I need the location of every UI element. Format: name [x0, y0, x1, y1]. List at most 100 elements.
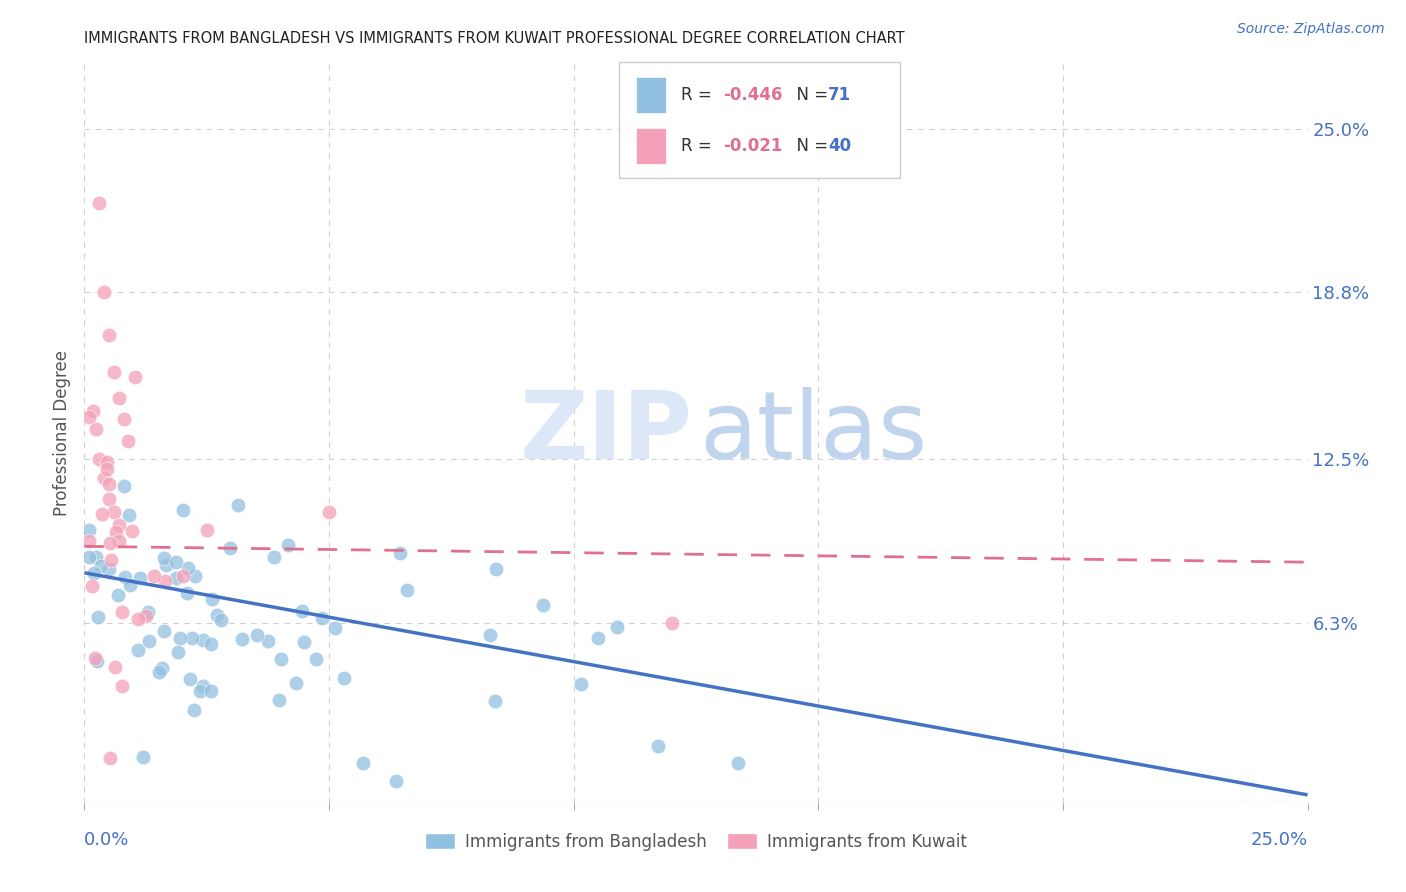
Point	[152, 624, 174, 639]
Text: ZIP: ZIP	[519, 386, 692, 479]
Point	[285, 675, 308, 690]
Point	[124, 369, 146, 384]
Point	[84, 651, 107, 665]
Text: 0.0%: 0.0%	[84, 831, 129, 849]
Point	[323, 621, 346, 635]
Point	[107, 518, 129, 533]
Point	[96, 462, 118, 476]
Point	[90, 507, 112, 521]
Text: Source: ZipAtlas.com: Source: ZipAtlas.com	[1237, 22, 1385, 37]
Point	[179, 672, 201, 686]
Point	[318, 505, 340, 519]
Point	[121, 524, 143, 538]
Point	[117, 434, 139, 448]
Point	[246, 627, 269, 641]
Point	[569, 677, 592, 691]
Text: atlas: atlas	[700, 386, 928, 479]
Point	[294, 635, 316, 649]
Point	[647, 739, 669, 754]
Point	[107, 588, 129, 602]
Point	[305, 652, 328, 666]
Point	[169, 631, 191, 645]
Legend: Immigrants from Bangladesh, Immigrants from Kuwait: Immigrants from Bangladesh, Immigrants f…	[419, 826, 973, 857]
Point	[131, 750, 153, 764]
Point	[127, 612, 149, 626]
Text: R =: R =	[681, 86, 717, 103]
Point	[128, 571, 150, 585]
Point	[586, 631, 609, 645]
Point	[77, 524, 100, 538]
Point	[200, 637, 222, 651]
Point	[201, 592, 224, 607]
Point	[143, 569, 166, 583]
Point	[107, 391, 129, 405]
Point	[98, 751, 121, 765]
Point	[80, 579, 103, 593]
Point	[661, 615, 683, 630]
Point	[111, 679, 134, 693]
Text: -0.446: -0.446	[723, 86, 782, 103]
Point	[396, 582, 419, 597]
Point	[108, 533, 131, 548]
Point	[118, 508, 141, 522]
Point	[93, 285, 115, 300]
Text: N =: N =	[786, 86, 834, 103]
Point	[97, 327, 120, 342]
Text: R =: R =	[681, 137, 717, 155]
Point	[84, 549, 107, 564]
Point	[231, 632, 253, 646]
Point	[148, 665, 170, 679]
Point	[385, 774, 408, 789]
Point	[83, 566, 105, 580]
Point	[84, 422, 107, 436]
Point	[205, 608, 228, 623]
Point	[77, 533, 100, 548]
Point	[200, 684, 222, 698]
Point	[167, 645, 190, 659]
Point	[484, 694, 506, 708]
Point	[209, 613, 232, 627]
Point	[82, 403, 104, 417]
Point	[104, 524, 127, 539]
Point	[267, 692, 290, 706]
Point	[136, 605, 159, 619]
Point	[114, 570, 136, 584]
Point	[277, 538, 299, 552]
Point	[311, 611, 333, 625]
Text: 40: 40	[828, 137, 851, 155]
Point	[184, 569, 207, 583]
Point	[155, 558, 177, 573]
Point	[97, 491, 120, 506]
Point	[479, 628, 502, 642]
Point	[256, 634, 278, 648]
Point	[86, 654, 108, 668]
Point	[87, 452, 110, 467]
Point	[93, 470, 115, 484]
Point	[112, 412, 135, 426]
Y-axis label: Professional Degree: Professional Degree	[53, 350, 72, 516]
Point	[127, 643, 149, 657]
Point	[104, 660, 127, 674]
Point	[103, 365, 125, 379]
Point	[87, 609, 110, 624]
Point	[150, 661, 173, 675]
Point	[165, 555, 187, 569]
Point	[176, 560, 198, 574]
Text: IMMIGRANTS FROM BANGLADESH VS IMMIGRANTS FROM KUWAIT PROFESSIONAL DEGREE CORRELA: IMMIGRANTS FROM BANGLADESH VS IMMIGRANTS…	[84, 31, 905, 46]
Point	[153, 550, 176, 565]
Point	[97, 562, 120, 576]
Text: 71: 71	[828, 86, 851, 103]
Point	[485, 562, 508, 576]
Point	[165, 571, 187, 585]
Point	[727, 756, 749, 770]
Point	[97, 476, 120, 491]
Point	[77, 409, 100, 424]
Point	[172, 569, 194, 583]
Point	[112, 479, 135, 493]
Point	[263, 550, 285, 565]
Point	[176, 586, 198, 600]
Point	[120, 578, 142, 592]
Point	[191, 633, 214, 648]
Point	[90, 558, 112, 573]
Point	[111, 605, 134, 619]
